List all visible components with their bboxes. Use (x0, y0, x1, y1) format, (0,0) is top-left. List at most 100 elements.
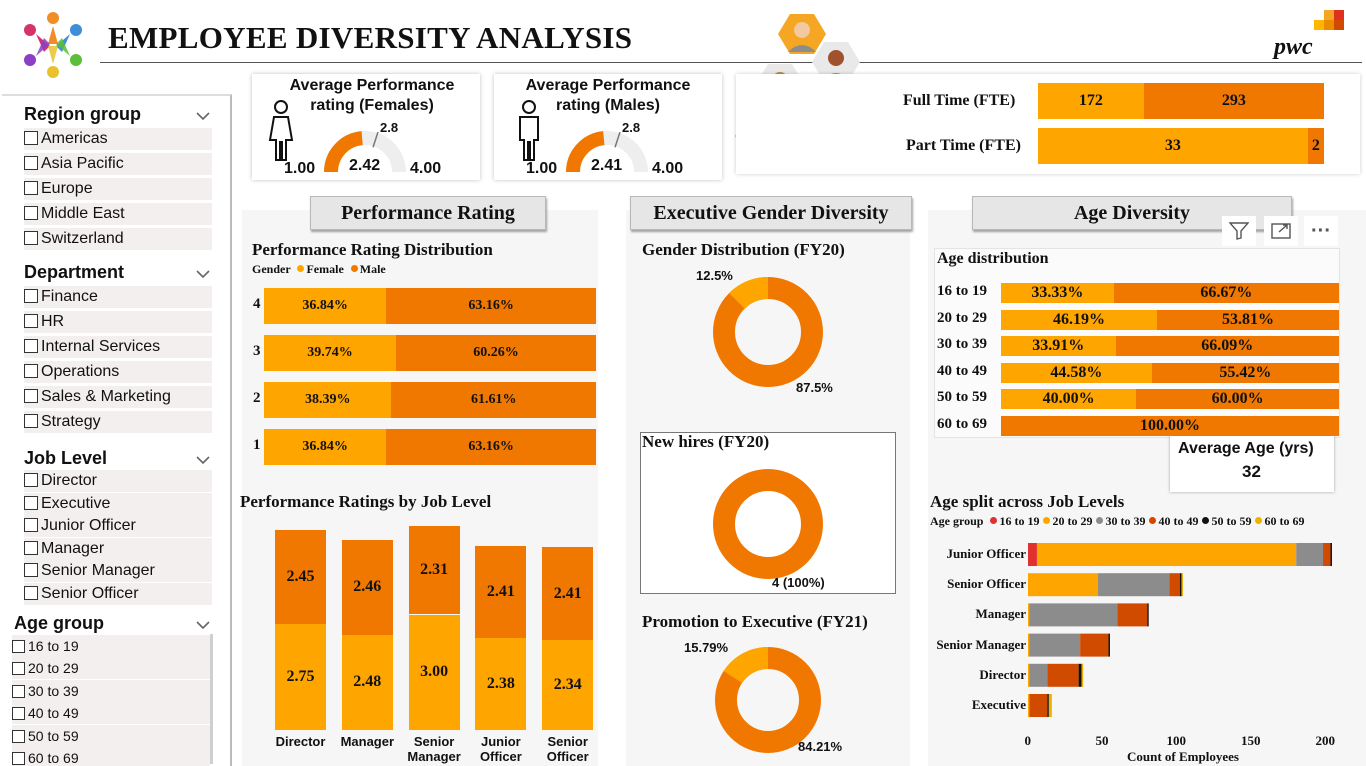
perf-dist-bar[interactable]: 39.74% 60.26% (264, 335, 596, 371)
chevron-down-icon[interactable] (196, 617, 210, 630)
legend-item[interactable]: 40 to 49 (1158, 514, 1199, 528)
region-option[interactable]: Middle East (24, 203, 212, 225)
checkbox[interactable] (24, 156, 38, 170)
legend-item[interactable]: 30 to 39 (1105, 514, 1146, 528)
fte-bar[interactable]: 33 2 (1038, 128, 1324, 164)
female-segment[interactable]: 36.84% (264, 288, 387, 324)
male-segment[interactable]: 55.42% (1151, 362, 1339, 383)
checkbox[interactable] (24, 206, 38, 220)
age-dist-bar[interactable]: 33.33% 66.67% (1001, 283, 1339, 303)
job-level-option[interactable]: Manager (24, 537, 212, 560)
legend-item[interactable]: 60 to 69 (1264, 514, 1305, 528)
chevron-down-icon[interactable] (196, 452, 210, 465)
female-segment[interactable]: 39.74% (264, 335, 396, 371)
checkbox[interactable] (24, 289, 38, 303)
male-segment[interactable]: 100.00% (1001, 415, 1339, 436)
legend-male[interactable]: Male (359, 262, 386, 276)
fte-female-segment[interactable]: 33 (1038, 128, 1308, 164)
perf-dist-bar[interactable]: 38.39% 61.61% (264, 382, 596, 418)
male-segment[interactable]: 66.09% (1115, 336, 1339, 356)
checkbox[interactable] (24, 339, 38, 353)
checkbox[interactable] (24, 389, 38, 403)
job-level-option[interactable]: Senior Manager (24, 560, 212, 583)
female-column-segment[interactable]: 2.38 (475, 638, 527, 730)
age-group-option[interactable]: 20 to 29 (12, 657, 210, 680)
age-dist-bar[interactable]: 44.58% 55.42% (1001, 362, 1339, 383)
age-slicer-scrollbar[interactable] (210, 634, 213, 764)
job-level-option[interactable]: Director (24, 470, 212, 492)
checkbox[interactable] (24, 314, 38, 328)
female-segment[interactable]: 44.58% (1001, 362, 1152, 383)
more-options-icon[interactable]: ··· (1304, 216, 1338, 246)
section-executive-gender-diversity[interactable]: Executive Gender Diversity (630, 196, 912, 230)
chevron-down-icon[interactable] (196, 266, 210, 279)
job-level-option[interactable]: Executive (24, 492, 212, 515)
job-level-option[interactable]: Junior Officer (24, 515, 212, 538)
checkbox[interactable] (12, 707, 25, 721)
male-segment[interactable]: 60.00% (1136, 389, 1339, 409)
fte-bar[interactable]: 172 293 (1038, 83, 1324, 119)
male-column-segment[interactable]: 2.41 (475, 545, 527, 639)
checkbox[interactable] (12, 752, 25, 765)
female-column-segment[interactable]: 3.00 (408, 614, 460, 730)
age-group-option[interactable]: 16 to 19 (12, 635, 210, 657)
checkbox[interactable] (12, 640, 25, 653)
age-dist-bar[interactable]: 46.19% 53.81% (1001, 309, 1339, 330)
legend-item[interactable]: 50 to 59 (1211, 514, 1252, 528)
checkbox[interactable] (12, 662, 25, 676)
region-option[interactable]: Asia Pacific (24, 153, 212, 175)
female-segment[interactable]: 33.91% (1001, 336, 1116, 356)
checkbox[interactable] (24, 495, 38, 510)
region-option[interactable]: Americas (24, 128, 212, 150)
age-group-option[interactable]: 40 to 49 (12, 702, 210, 725)
perf-dist-bar[interactable]: 36.84% 63.16% (264, 429, 596, 465)
female-segment[interactable]: 33.33% (1001, 283, 1114, 303)
perf-dist-bar[interactable]: 36.84% 63.16% (264, 288, 596, 324)
department-option[interactable]: Strategy (24, 411, 212, 433)
department-option[interactable]: Internal Services (24, 336, 212, 358)
male-column-segment[interactable]: 2.45 (275, 529, 326, 625)
filter-icon[interactable] (1222, 216, 1256, 246)
legend-female[interactable]: Female (306, 262, 344, 276)
age-group-option[interactable]: 50 to 59 (12, 724, 210, 747)
department-option[interactable]: Finance (24, 286, 212, 308)
male-segment[interactable]: 63.16% (386, 429, 596, 465)
checkbox[interactable] (24, 364, 38, 378)
chevron-down-icon[interactable] (196, 108, 210, 121)
female-segment[interactable]: 36.84% (264, 429, 387, 465)
male-segment[interactable]: 53.81% (1157, 309, 1339, 330)
section-performance-rating[interactable]: Performance Rating (310, 196, 546, 230)
fte-female-segment[interactable]: 172 (1038, 83, 1144, 119)
age-group-option[interactable]: 30 to 39 (12, 679, 210, 702)
department-option[interactable]: HR (24, 311, 212, 333)
female-segment[interactable]: 46.19% (1001, 309, 1158, 330)
age-dist-bar[interactable]: 40.00% 60.00% (1001, 389, 1339, 409)
female-segment[interactable]: 38.39% (264, 382, 392, 418)
checkbox[interactable] (24, 563, 38, 578)
age-dist-bar[interactable]: 100.00% (1001, 415, 1339, 436)
checkbox[interactable] (24, 131, 38, 145)
checkbox[interactable] (24, 586, 38, 600)
checkbox[interactable] (12, 684, 25, 698)
male-segment[interactable]: 66.67% (1113, 283, 1339, 303)
checkbox[interactable] (24, 518, 38, 533)
fte-male-segment[interactable]: 2 (1307, 128, 1324, 164)
checkbox[interactable] (24, 231, 38, 245)
department-option[interactable]: Operations (24, 361, 212, 383)
male-segment[interactable]: 61.61% (391, 382, 596, 418)
region-option[interactable]: Europe (24, 178, 212, 200)
legend-item[interactable]: 16 to 19 (999, 514, 1040, 528)
department-option[interactable]: Sales & Marketing (24, 386, 212, 408)
male-column-segment[interactable]: 2.31 (408, 525, 460, 615)
female-column-segment[interactable]: 2.34 (542, 639, 594, 730)
female-segment[interactable]: 40.00% (1001, 389, 1137, 409)
checkbox[interactable] (24, 473, 38, 487)
male-column-segment[interactable]: 2.41 (542, 547, 594, 640)
job-level-option[interactable]: Senior Officer (24, 583, 212, 605)
region-option[interactable]: Switzerland (24, 228, 212, 250)
checkbox[interactable] (24, 414, 38, 428)
legend-item[interactable]: 20 to 29 (1052, 514, 1093, 528)
age-group-option[interactable]: 60 to 69 (12, 747, 210, 766)
checkbox[interactable] (24, 181, 38, 195)
male-segment[interactable]: 60.26% (395, 335, 596, 371)
